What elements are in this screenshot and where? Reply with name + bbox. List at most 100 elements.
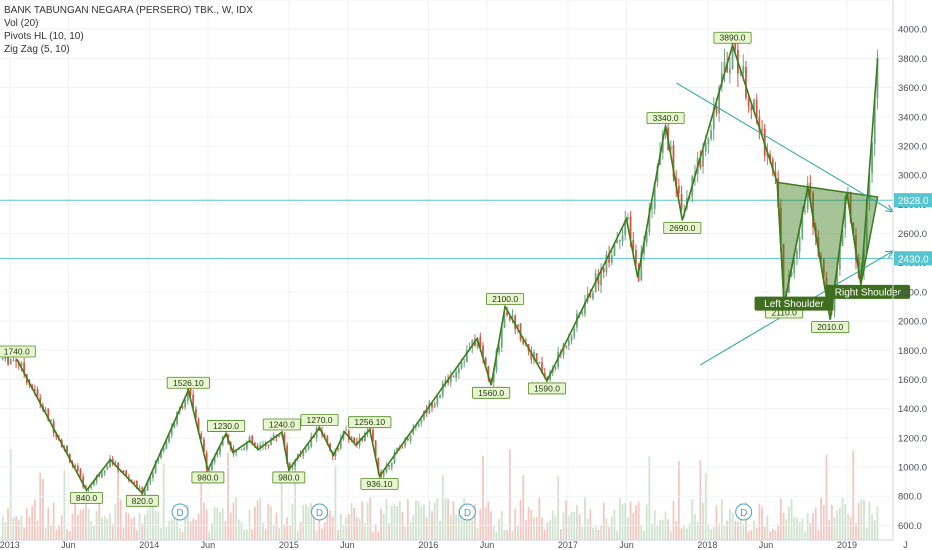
vol-indicator[interactable]: Vol (20): [4, 18, 39, 29]
candle-body: [310, 436, 313, 447]
volume-bar: [503, 529, 506, 540]
candle-body: [455, 371, 458, 378]
candle-body: [863, 249, 865, 272]
candle-body: [613, 243, 616, 256]
volume-bar: [382, 513, 385, 540]
volume-bar: [865, 527, 868, 540]
candle-body: [554, 368, 557, 370]
volume-bar: [447, 498, 450, 540]
candle-body: [530, 351, 533, 360]
volume-bar: [592, 527, 594, 540]
candle-body: [508, 316, 511, 320]
candle-body: [484, 358, 487, 366]
candle-body: [15, 359, 17, 362]
candle-body: [243, 447, 246, 450]
candle-body: [755, 99, 758, 118]
dividend-icon: [171, 503, 189, 521]
volume-bar: [82, 509, 85, 540]
volume-bar: [36, 520, 39, 540]
volume-bar: [15, 516, 17, 540]
volume-bar: [543, 529, 546, 540]
volume-bar: [58, 526, 60, 540]
pivot-label-box: [262, 418, 301, 431]
volume-bar: [761, 507, 763, 540]
volume-bar: [50, 526, 52, 540]
volume-bar: [787, 506, 790, 540]
volume-bar: [178, 528, 181, 540]
dividend-letter: D: [316, 508, 323, 519]
candle-body: [543, 373, 546, 377]
volume-bar: [683, 526, 686, 540]
volume-bar: [578, 513, 581, 540]
candle-body: [645, 231, 648, 243]
price-tick-label: 3600.0: [898, 83, 927, 94]
volume-bar: [476, 527, 479, 540]
dividend-icon: [735, 503, 753, 521]
candle-body: [514, 315, 517, 329]
dividend-letter: D: [464, 508, 471, 519]
volume-bar: [584, 497, 586, 540]
candle-body: [423, 410, 425, 420]
candle-body: [7, 353, 9, 365]
volume-bar: [621, 504, 624, 540]
volume-bar: [310, 503, 313, 540]
volume-bar: [747, 531, 750, 540]
volume-bar: [272, 524, 275, 540]
candle-body: [747, 99, 750, 107]
volume-bar: [852, 450, 855, 540]
volume-bar: [624, 502, 627, 540]
candle-body: [449, 375, 452, 383]
candle-body: [712, 107, 715, 130]
volume-bar: [471, 519, 474, 540]
candle-body: [138, 487, 141, 489]
volume-bar: [522, 475, 525, 540]
candle-body: [812, 192, 814, 228]
candle-body: [876, 57, 879, 99]
volume-bar: [318, 504, 321, 540]
volume-bar: [122, 527, 125, 540]
candle-body: [106, 466, 109, 470]
candle-body: [471, 339, 474, 348]
candle-body: [447, 379, 450, 383]
candle-body: [444, 380, 447, 383]
dividend-icon: [458, 503, 476, 521]
volume-bar: [452, 501, 455, 540]
symbol-title: BANK TABUNGAN NEGARA (PERSERO) TBK., W, …: [4, 5, 253, 16]
candle-body: [50, 419, 52, 421]
zigzag-indicator[interactable]: Zig Zag (5, 10): [4, 44, 70, 55]
candle-body: [133, 481, 136, 483]
volume-bar: [525, 519, 527, 540]
pivot-label-box: [70, 491, 103, 504]
pivot-label: 3890.0: [720, 33, 746, 43]
candle-body: [699, 158, 702, 168]
time-tick-label: 2016: [418, 540, 438, 550]
volume-bar: [200, 473, 203, 540]
level-price-tag-top: [894, 251, 932, 266]
candle-body: [374, 440, 377, 457]
volume-bar: [495, 531, 498, 540]
volume-bar: [798, 521, 801, 540]
price-tick-label: 2600.0: [898, 229, 927, 240]
candle-body: [651, 207, 653, 209]
volume-bar: [229, 512, 232, 540]
volume-bar: [224, 521, 227, 540]
price-tick-label: 1600.0: [898, 375, 927, 386]
candle-body: [256, 445, 259, 448]
candle-body: [605, 254, 608, 273]
candle-body: [506, 311, 509, 316]
volume-bar: [353, 507, 356, 540]
volume-bar: [313, 514, 315, 540]
volume-bar: [468, 516, 471, 540]
pivot-label-box: [713, 31, 752, 44]
volume-bar: [822, 504, 825, 540]
pivots-indicator[interactable]: Pivots HL (10, 10): [4, 31, 84, 42]
volume-bar: [559, 529, 562, 540]
candle-body: [390, 462, 393, 468]
candle-body: [796, 250, 798, 259]
candle-body: [779, 207, 782, 244]
pivot-label-box: [348, 416, 392, 429]
candle-body: [460, 362, 463, 369]
zigzag-polyline: [16, 42, 879, 495]
volume-bar: [364, 522, 366, 540]
